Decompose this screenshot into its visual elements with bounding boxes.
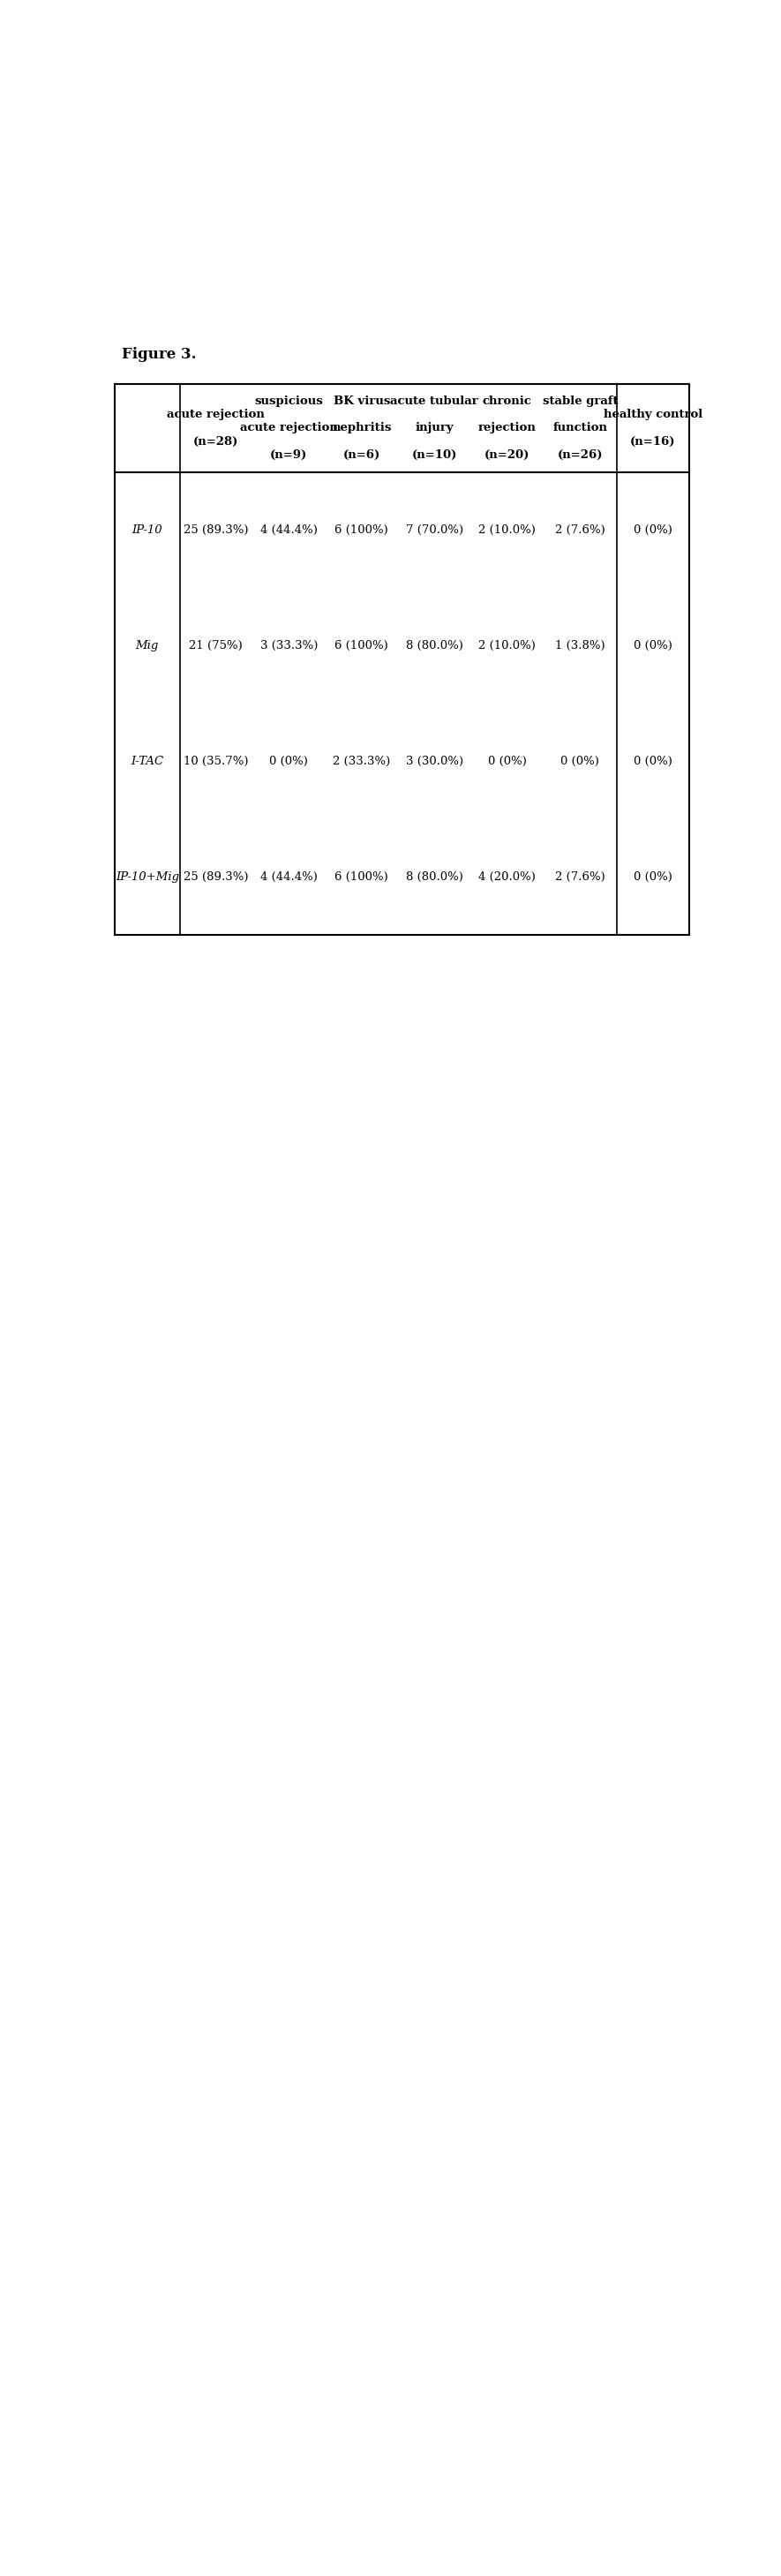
Text: healthy control: healthy control bbox=[603, 410, 702, 420]
Text: 6 (100%): 6 (100%) bbox=[335, 639, 388, 652]
Text: 4 (20.0%): 4 (20.0%) bbox=[479, 871, 536, 884]
Text: IP-10+Mig: IP-10+Mig bbox=[116, 871, 179, 884]
Text: 2 (10.0%): 2 (10.0%) bbox=[479, 526, 536, 536]
Text: 6 (100%): 6 (100%) bbox=[335, 871, 388, 884]
Text: BK virus: BK virus bbox=[333, 397, 390, 407]
Text: rejection: rejection bbox=[478, 422, 537, 433]
Text: 2 (7.6%): 2 (7.6%) bbox=[555, 526, 605, 536]
Text: 25 (89.3%): 25 (89.3%) bbox=[184, 526, 248, 536]
Text: I-TAC: I-TAC bbox=[131, 755, 163, 768]
Text: Figure 3.: Figure 3. bbox=[122, 348, 196, 361]
Text: 6 (100%): 6 (100%) bbox=[335, 526, 388, 536]
Text: 21 (75%): 21 (75%) bbox=[189, 639, 243, 652]
Text: suspicious: suspicious bbox=[255, 397, 323, 407]
Text: Mig: Mig bbox=[136, 639, 159, 652]
Text: IP-10: IP-10 bbox=[132, 526, 162, 536]
Text: nephritis: nephritis bbox=[332, 422, 391, 433]
Text: 0 (0%): 0 (0%) bbox=[561, 755, 599, 768]
Text: 3 (33.3%): 3 (33.3%) bbox=[260, 639, 318, 652]
Text: 25 (89.3%): 25 (89.3%) bbox=[184, 871, 248, 884]
Text: 4 (44.4%): 4 (44.4%) bbox=[260, 526, 318, 536]
Text: 0 (0%): 0 (0%) bbox=[633, 639, 672, 652]
Text: chronic: chronic bbox=[483, 397, 532, 407]
Text: 0 (0%): 0 (0%) bbox=[633, 526, 672, 536]
Text: 2 (7.6%): 2 (7.6%) bbox=[555, 871, 605, 884]
Text: (n=9): (n=9) bbox=[270, 448, 308, 461]
Text: 10 (35.7%): 10 (35.7%) bbox=[184, 755, 248, 768]
Text: function: function bbox=[553, 422, 608, 433]
Text: 4 (44.4%): 4 (44.4%) bbox=[260, 871, 318, 884]
Text: 7 (70.0%): 7 (70.0%) bbox=[405, 526, 463, 536]
Text: (n=16): (n=16) bbox=[630, 435, 676, 448]
Text: acute rejection: acute rejection bbox=[240, 422, 338, 433]
Text: (n=20): (n=20) bbox=[484, 448, 530, 461]
Text: 2 (10.0%): 2 (10.0%) bbox=[479, 639, 536, 652]
Text: 8 (80.0%): 8 (80.0%) bbox=[406, 639, 463, 652]
Text: acute rejection: acute rejection bbox=[167, 410, 265, 420]
Text: (n=26): (n=26) bbox=[558, 448, 603, 461]
Text: 0 (0%): 0 (0%) bbox=[633, 755, 672, 768]
Text: 0 (0%): 0 (0%) bbox=[633, 871, 672, 884]
Text: 0 (0%): 0 (0%) bbox=[488, 755, 526, 768]
Text: 3 (30.0%): 3 (30.0%) bbox=[405, 755, 463, 768]
Text: (n=28): (n=28) bbox=[194, 435, 239, 448]
Text: 2 (33.3%): 2 (33.3%) bbox=[333, 755, 390, 768]
Text: injury: injury bbox=[415, 422, 454, 433]
Text: (n=10): (n=10) bbox=[412, 448, 457, 461]
Text: stable graft: stable graft bbox=[542, 397, 618, 407]
Text: acute tubular: acute tubular bbox=[390, 397, 479, 407]
Text: 1 (3.8%): 1 (3.8%) bbox=[555, 639, 605, 652]
Text: 0 (0%): 0 (0%) bbox=[269, 755, 308, 768]
Text: (n=6): (n=6) bbox=[343, 448, 380, 461]
Text: 8 (80.0%): 8 (80.0%) bbox=[406, 871, 463, 884]
